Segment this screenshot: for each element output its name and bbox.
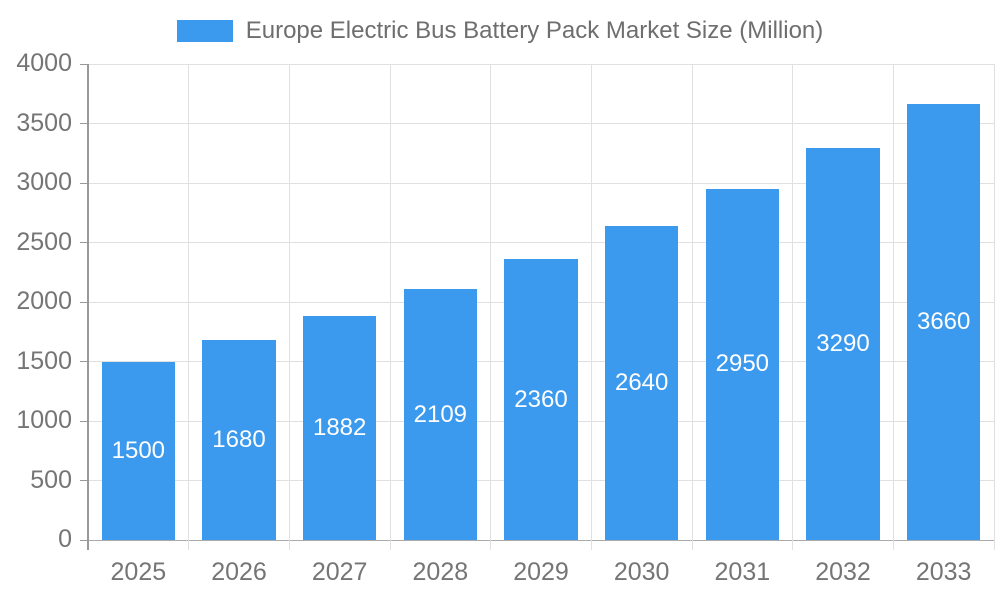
x-axis-label: 2028 — [412, 558, 469, 586]
x-axis-tick — [892, 540, 894, 550]
bar-value-label: 3660 — [916, 308, 971, 336]
x-axis-label: 2029 — [513, 558, 569, 586]
h-gridline — [88, 182, 994, 184]
y-axis-tick — [80, 123, 88, 124]
x-axis-tick — [792, 540, 794, 550]
bar[interactable] — [504, 259, 578, 540]
y-axis-line — [87, 64, 89, 550]
x-axis-label: 2031 — [714, 558, 771, 586]
bar-value-label: 1882 — [312, 414, 367, 442]
bar-value-label: 2950 — [715, 350, 770, 378]
x-axis-tick — [590, 540, 592, 550]
y-axis-label: 3500 — [16, 108, 72, 137]
v-gridline — [691, 64, 693, 540]
v-gridline — [792, 64, 794, 540]
legend-swatch — [176, 20, 233, 42]
y-axis-tick — [80, 539, 88, 541]
y-axis-label: 500 — [30, 465, 72, 494]
bar[interactable] — [705, 188, 780, 540]
x-axis-tick — [288, 540, 290, 550]
bar[interactable] — [101, 361, 176, 540]
bar[interactable] — [302, 316, 377, 540]
bar-value-label: 2640 — [614, 368, 669, 396]
y-axis-tick — [80, 182, 88, 184]
bar-value-label: 1500 — [111, 436, 166, 464]
bar[interactable] — [604, 225, 679, 540]
x-axis-label: 2032 — [815, 558, 871, 586]
x-axis-label: 2030 — [613, 558, 670, 586]
x-axis-tick — [691, 540, 693, 550]
y-axis-label: 2000 — [16, 287, 72, 315]
y-axis-tick — [80, 480, 88, 481]
x-axis-tick — [993, 540, 995, 550]
v-gridline — [188, 64, 190, 540]
h-gridline — [88, 123, 994, 124]
y-axis-tick — [80, 361, 88, 362]
x-axis-label: 2025 — [110, 558, 167, 586]
legend[interactable]: Europe Electric Bus Battery Pack Market … — [0, 17, 1000, 45]
h-gridline — [88, 63, 994, 65]
y-axis-label: 4000 — [16, 49, 72, 77]
legend-label: Europe Electric Bus Battery Pack Market … — [245, 17, 824, 44]
x-axis-label: 2033 — [915, 558, 972, 586]
v-gridline — [490, 64, 492, 540]
x-axis-tick — [188, 540, 190, 550]
h-gridline — [88, 242, 994, 243]
x-axis-label: 2026 — [211, 558, 267, 586]
v-gridline — [389, 64, 391, 540]
v-gridline — [288, 64, 290, 540]
y-axis-label: 1500 — [16, 346, 72, 375]
y-axis-tick — [80, 420, 88, 422]
h-gridline — [88, 539, 994, 541]
y-axis-label: 1000 — [16, 406, 72, 434]
bar-value-label: 1680 — [212, 426, 266, 454]
bar-value-label: 2109 — [413, 400, 468, 428]
y-axis-label: 2500 — [16, 227, 72, 256]
x-axis-tick — [490, 540, 492, 550]
bar-value-label: 2360 — [514, 385, 568, 413]
bar[interactable] — [906, 104, 981, 540]
v-gridline — [993, 64, 995, 540]
v-gridline — [892, 64, 894, 540]
bar-value-label: 3290 — [816, 330, 870, 358]
y-axis-tick — [80, 242, 88, 243]
bar[interactable] — [806, 148, 880, 540]
y-axis-tick — [80, 63, 88, 65]
bar[interactable] — [403, 289, 478, 540]
y-axis-label: 3000 — [16, 168, 72, 196]
v-gridline — [590, 64, 592, 540]
x-axis-label: 2027 — [311, 558, 368, 586]
y-axis-tick — [80, 301, 88, 303]
bar[interactable] — [202, 340, 276, 540]
y-axis-label: 0 — [58, 525, 72, 553]
x-axis-tick — [389, 540, 391, 550]
